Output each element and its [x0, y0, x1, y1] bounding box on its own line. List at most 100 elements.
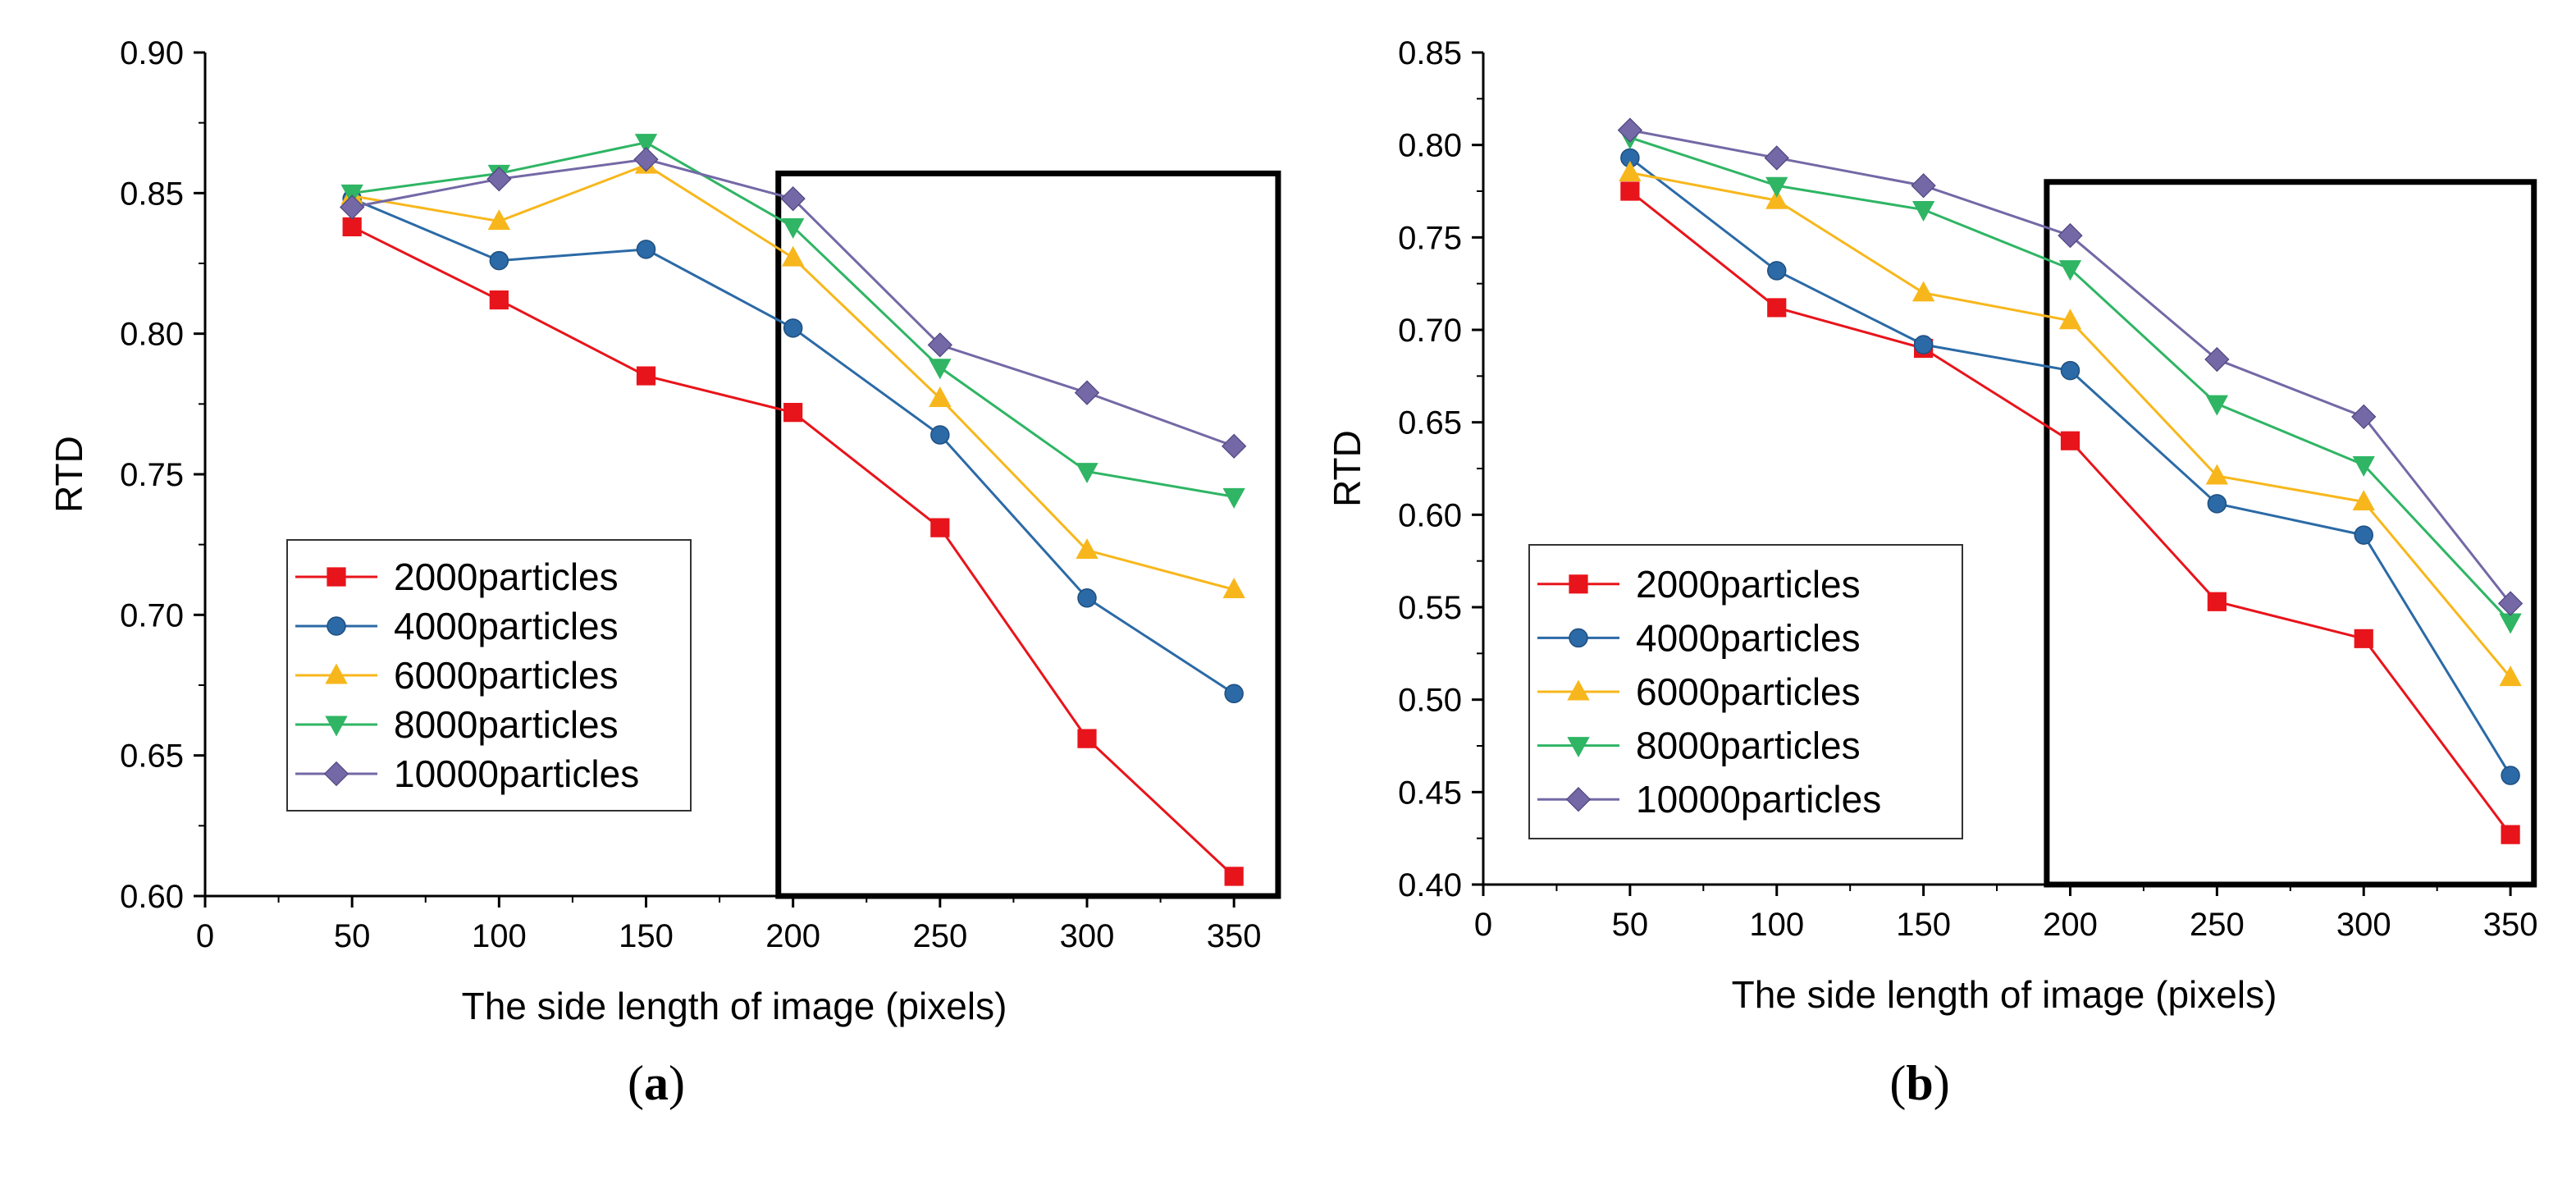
panel-b-x-tick-label: 300 — [2336, 907, 2391, 943]
panel-a-caption: (a) — [628, 1056, 685, 1110]
panel-a-data-point-2000particles — [489, 290, 509, 310]
panel-b-y-tick-label: 0.65 — [1398, 405, 1462, 441]
panel-a-legend-label-6000particles: 6000particles — [394, 654, 619, 697]
panel-b-data-point-6000particles — [2352, 490, 2375, 511]
panel-b-data-point-6000particles — [1765, 188, 1788, 209]
panel-a-x-tick-label: 350 — [1207, 918, 1262, 954]
panel-b-legend-marker-4000particles — [1569, 628, 1588, 648]
panel-a-x-tick-label: 50 — [334, 918, 371, 954]
panel-a-legend-label-2000particles: 2000particles — [394, 556, 619, 598]
panel-a-legend-marker-2000particles — [327, 567, 346, 587]
panel-b-x-tick-label: 200 — [2043, 907, 2098, 943]
chart-panel-a: 0 50 100 150 200 250 300 350 0.60 0.65 0.70 0.75 0.8… — [48, 35, 1281, 1110]
panel-b-data-point-6000particles — [1619, 161, 1642, 181]
panel-a-y-tick-label: 0.60 — [120, 879, 184, 915]
panel-a-y-axis-title: RTD — [48, 436, 90, 513]
panel-b-data-point-10000particles — [2204, 346, 2230, 373]
panel-a-data-point-8000particles — [340, 184, 363, 205]
panel-a-data-point-8000particles — [929, 359, 952, 380]
panel-b-y-tick-label: 0.45 — [1398, 775, 1462, 811]
panel-a-y-tick-label: 0.75 — [120, 457, 184, 493]
panel-a-data-point-10000particles — [1074, 380, 1100, 405]
panel-a-data-point-4000particles — [783, 318, 803, 338]
panel-b-legend-label-2000particles: 2000particles — [1636, 563, 1861, 606]
panel-a-legend-label-10000particles: 10000particles — [394, 752, 639, 795]
panel-a-x-tick-label: 100 — [472, 918, 527, 954]
panel-a-data-point-10000particles — [633, 147, 659, 172]
panel-b-x-tick-label: 0 — [1474, 907, 1492, 943]
panel-b-data-point-6000particles — [2205, 464, 2229, 485]
panel-b-y-tick-label: 0.70 — [1398, 313, 1462, 349]
panel-b-caption-part: ) — [1934, 1056, 1950, 1110]
panel-b-data-point-2000particles — [1620, 181, 1640, 201]
panel-b-y-tick-label: 0.50 — [1398, 683, 1462, 719]
panel-b-legend-label-6000particles: 6000particles — [1636, 670, 1861, 713]
panel-a-data-point-4000particles — [1224, 684, 1244, 704]
panel-b-y-tick-label: 0.85 — [1398, 35, 1462, 71]
panel-a-y-tick-label: 0.85 — [120, 176, 184, 212]
panel-a-data-point-2000particles — [930, 518, 950, 537]
panel-a-caption-part: a — [644, 1056, 669, 1110]
panel-a-x-tick-label: 150 — [619, 918, 674, 954]
panel-b-legend-label-8000particles: 8000particles — [1636, 725, 1861, 767]
panel-a-x-tick-label: 200 — [765, 918, 820, 954]
panel-a-data-point-2000particles — [1077, 729, 1097, 748]
panel-a-data-point-2000particles — [783, 403, 803, 423]
panel-b-legend-marker-10000particles — [1565, 787, 1592, 812]
panel-b-data-point-10000particles — [1617, 117, 1643, 143]
panel-b-data-point-10000particles — [2351, 404, 2377, 430]
panel-a-data-point-6000particles — [1076, 538, 1098, 560]
panel-b-caption-part: ( — [1889, 1056, 1906, 1110]
panel-a-caption-part: ) — [669, 1056, 685, 1110]
panel-a-data-point-6000particles — [487, 209, 510, 231]
panel-a-data-point-8000particles — [1076, 463, 1098, 484]
panel-b-highlight-box — [2044, 179, 2537, 888]
panel-b-legend-marker-8000particles — [1567, 737, 1590, 758]
panel-a-legend-label-4000particles: 4000particles — [394, 605, 619, 647]
panel-b-data-point-6000particles — [2499, 665, 2522, 687]
panel-a-x-axis-title: The side length of image (pixels) — [462, 985, 1007, 1027]
panel-a-data-point-4000particles — [489, 250, 509, 271]
panel-b-data-point-4000particles — [2354, 525, 2373, 545]
panel-a-y-tick-label: 0.90 — [120, 35, 184, 71]
panel-a-legend-marker-4000particles — [327, 616, 346, 636]
panel-b-data-point-8000particles — [2205, 395, 2229, 416]
panel-a-caption-part: ( — [628, 1056, 644, 1110]
panel-a-data-point-4000particles — [636, 240, 656, 259]
panel-a-data-point-10000particles — [486, 167, 512, 192]
panel-b-data-point-10000particles — [2497, 591, 2523, 616]
panel-a-x-tick-label: 300 — [1060, 918, 1115, 954]
panel-b-data-point-8000particles — [2352, 455, 2375, 477]
panel-b-data-point-8000particles — [1765, 176, 1788, 198]
panel-b-data-point-4000particles — [1766, 261, 1787, 281]
panel-a-data-point-2000particles — [342, 217, 362, 237]
panel-b-x-axis-title: The side length of image (pixels) — [1732, 973, 2277, 1016]
panel-b-data-point-4000particles — [2207, 494, 2227, 514]
panel-b-legend-marker-2000particles — [1569, 574, 1588, 594]
panel-a-data-point-6000particles — [782, 245, 805, 267]
panel-b-data-point-6000particles — [1911, 281, 1935, 302]
panel-b-data-point-4000particles — [2060, 360, 2080, 381]
panel-b-y-tick-label: 0.40 — [1398, 867, 1462, 903]
panel-b-y-tick-label: 0.75 — [1398, 220, 1462, 256]
panel-a-legend-marker-8000particles — [325, 716, 348, 737]
panel-a-data-point-10000particles — [780, 186, 806, 212]
panel-b-data-point-8000particles — [2058, 260, 2082, 281]
panel-a-data-point-8000particles — [634, 134, 658, 155]
panel-b-data-point-10000particles — [1764, 145, 1789, 171]
panel-b-y-tick-label: 0.60 — [1398, 497, 1462, 533]
panel-b-data-point-4000particles — [2501, 766, 2520, 785]
panel-b-data-point-8000particles — [1911, 201, 1935, 222]
panel-b-data-point-2000particles — [2501, 825, 2520, 844]
panel-b-data-point-10000particles — [2058, 222, 2083, 249]
panel-b-x-tick-label: 350 — [2483, 907, 2538, 943]
panel-a-y-tick-label: 0.65 — [120, 738, 184, 775]
panel-a-data-point-10000particles — [340, 194, 365, 220]
panel-b-x-tick-label: 50 — [1612, 907, 1649, 943]
panel-a-x-tick-label: 250 — [912, 918, 967, 954]
panel-a-data-point-8000particles — [782, 217, 805, 239]
panel-a-data-point-8000particles — [1222, 487, 1245, 509]
panel-b-x-tick-label: 250 — [2190, 907, 2245, 943]
chart-panel-b: 0 50 100 150 200 250 300 350 0.40 0.45 0.50 0.55 0.6… — [1326, 35, 2537, 1110]
panel-a-data-point-10000particles — [1222, 433, 1247, 459]
